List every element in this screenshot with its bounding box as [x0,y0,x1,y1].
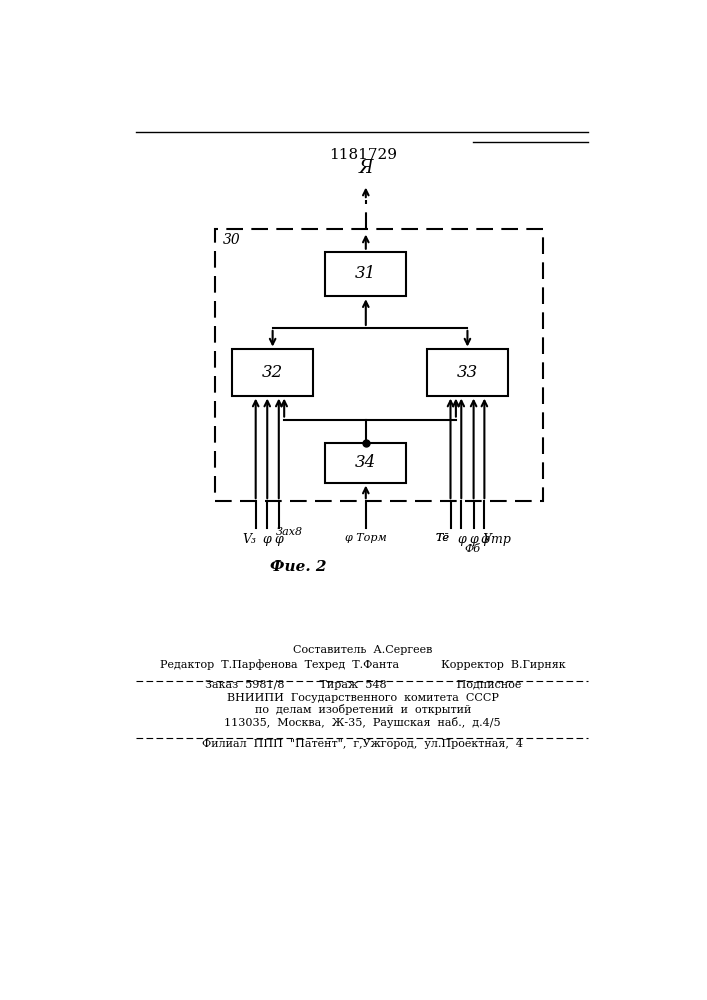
Text: 1181729: 1181729 [329,148,397,162]
Text: Заказ  5981/8          Тираж  548                    Подписное: Заказ 5981/8 Тираж 548 Подписное [204,680,521,690]
Text: 34: 34 [355,454,376,471]
Text: φ: φ [469,533,478,546]
Text: ВНИИПИ  Государственного  комитета  СССР: ВНИИПИ Государственного комитета СССР [227,693,498,703]
Text: Редактор  Т.Парфенова  Техред  Т.Фанта            Корректор  В.Гирняк: Редактор Т.Парфенова Техред Т.Фанта Корр… [160,659,566,670]
Bar [232,349,313,396]
Text: Фб: Фб [464,544,481,554]
Text: V₃: V₃ [243,533,257,546]
Text: по  делам  изобретений  и  открытий: по делам изобретений и открытий [255,704,471,715]
Bar [325,252,407,296]
Text: Tē: Tē [436,533,450,543]
Text: Тe: Тe [436,533,450,543]
Text: 3ах8: 3ах8 [276,527,303,537]
Text: 30: 30 [223,233,240,247]
Text: Составитель  А.Сергеев: Составитель А.Сергеев [293,645,433,655]
Text: Я: Я [358,159,373,177]
Bar [325,443,407,483]
Text: 31: 31 [355,265,376,282]
Text: 113035,  Москва,  Ж-35,  Раушская  наб.,  д.4/5: 113035, Москва, Ж-35, Раушская наб., д.4… [224,717,501,728]
Text: Филиал  ППП  "Патент",  г,Ужгород,  ул.Проектная,  4: Филиал ППП "Патент", г,Ужгород, ул.Проек… [202,739,523,749]
Text: φ: φ [457,533,466,546]
Text: φ: φ [263,533,271,546]
Text: φ Торм: φ Торм [345,533,387,543]
Text: 33: 33 [457,364,478,381]
Text: Утр: Утр [482,533,511,546]
Text: 32: 32 [262,364,284,381]
Bar [427,349,508,396]
Text: Фие. 2: Фие. 2 [270,560,327,574]
Bar [215,229,543,501]
Text: φ: φ [480,533,489,546]
Text: φ: φ [274,533,284,546]
